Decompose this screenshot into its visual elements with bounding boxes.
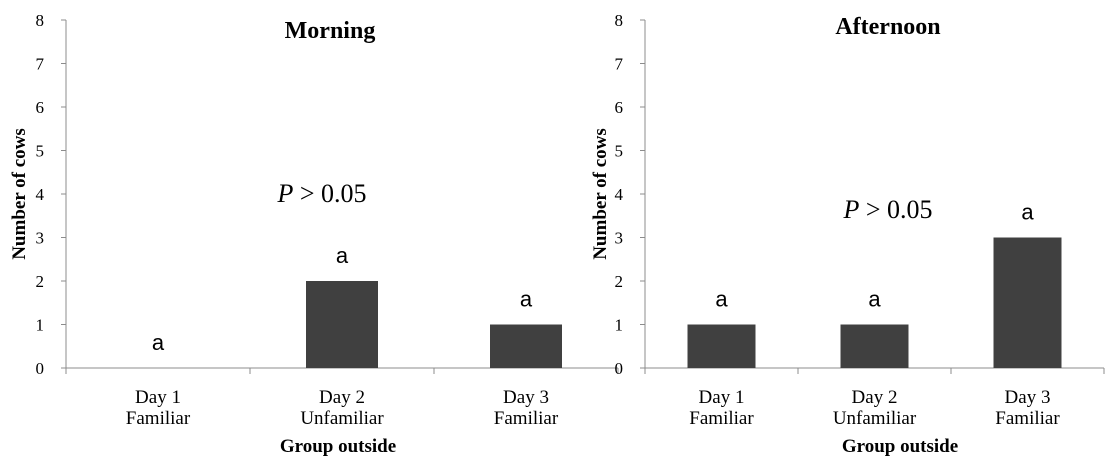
y-tick-label: 3 [615,229,624,248]
bar-3 [993,237,1062,368]
x-category-label: Day 2 [319,387,365,408]
bar-significance-label: a [336,243,349,268]
y-tick-label: 5 [615,142,624,161]
y-axis-title: Number of cows [9,128,30,260]
bar-significance-label: a [520,287,533,312]
y-tick-label: 1 [36,316,45,335]
x-category-label: Unfamiliar [833,408,917,429]
bar-significance-label: a [868,287,881,312]
x-category-label: Day 1 [699,387,745,408]
chart-title: Morning [285,18,376,44]
y-tick-label: 7 [615,55,624,74]
y-tick-label: 5 [36,142,45,161]
y-tick-label: 1 [615,316,624,335]
y-tick-label: 0 [36,359,45,378]
bar-significance-label: a [1021,200,1034,225]
y-tick-label: 2 [36,272,45,291]
y-axis-title: Number of cows [590,128,611,260]
p-value-annotation: P > 0.05 [842,195,932,224]
y-tick-label: 8 [615,11,624,30]
y-tick-label: 4 [615,185,624,204]
x-category-label: Familiar [995,408,1060,429]
y-tick-label: 8 [36,11,45,30]
y-tick-label: 6 [615,98,624,117]
x-category-label: Familiar [494,408,559,429]
x-axis-title: Group outside [280,436,396,457]
bar-2 [840,324,909,368]
bar-2 [306,281,378,368]
p-value-annotation: P > 0.05 [276,179,366,208]
x-category-label: Familiar [126,408,191,429]
bar-significance-label: a [152,330,165,355]
x-category-label: Familiar [689,408,754,429]
x-category-label: Day 3 [1005,387,1051,408]
y-tick-label: 2 [615,272,624,291]
chart-title: Afternoon [835,14,940,40]
x-category-label: Day 2 [852,387,898,408]
x-category-label: Day 1 [135,387,181,408]
x-axis-title: Group outside [842,436,958,457]
bar-significance-label: a [715,287,728,312]
x-category-label: Day 3 [503,387,549,408]
y-tick-label: 0 [615,359,624,378]
bar-3 [490,324,562,368]
bar-1 [687,324,756,368]
y-tick-label: 7 [36,55,45,74]
y-tick-label: 6 [36,98,45,117]
y-tick-label: 4 [36,185,45,204]
x-category-label: Unfamiliar [300,408,384,429]
y-tick-label: 3 [36,229,45,248]
